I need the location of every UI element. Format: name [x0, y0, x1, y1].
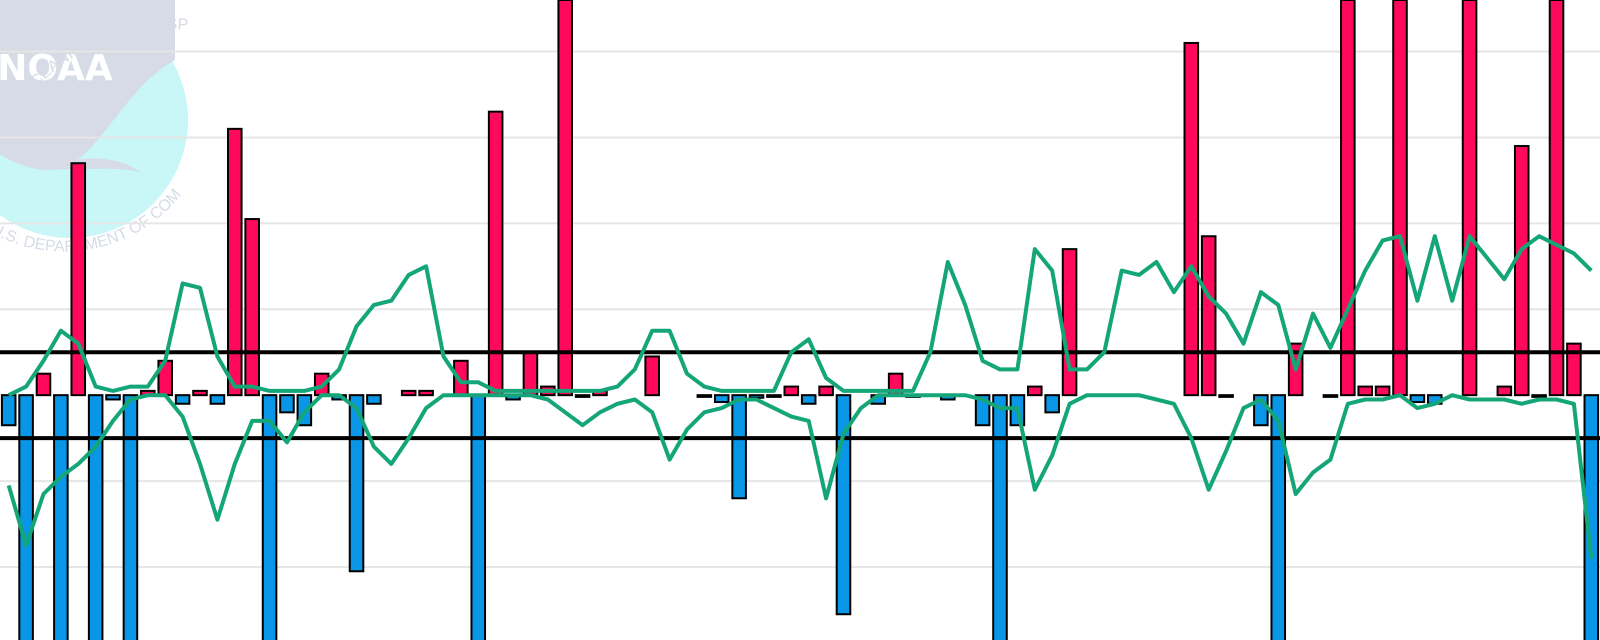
bar-47 [800, 394, 817, 405]
negative-smoothed-line [6, 393, 1594, 559]
bar-88 [1513, 145, 1530, 397]
bar-45 [766, 394, 782, 398]
bar-25 [418, 389, 434, 397]
bar-74 [1270, 394, 1287, 640]
logo-bird-shape [0, 0, 175, 170]
bar-79 [1357, 385, 1374, 397]
bar-61 [1044, 394, 1060, 414]
bar-62 [1061, 248, 1078, 397]
bar-31 [522, 351, 539, 397]
bar-14 [227, 127, 243, 397]
bar-1 [0, 394, 17, 427]
bar-90 [1548, 0, 1565, 397]
bar-16 [261, 394, 278, 640]
bar-69 [1183, 41, 1200, 397]
threshold-lines [0, 350, 1600, 441]
bar-85 [1461, 0, 1478, 397]
bar-34 [574, 394, 591, 398]
bar-71 [1218, 394, 1234, 398]
bar-89 [1531, 394, 1547, 398]
bar-87 [1496, 385, 1513, 397]
bar-6 [87, 394, 104, 640]
bar-11 [174, 394, 191, 405]
bar-44 [748, 394, 765, 399]
bar-12 [192, 389, 208, 397]
bar-43 [731, 394, 747, 500]
bar-8 [122, 394, 139, 640]
bar-33 [557, 0, 573, 397]
bar-3 [35, 372, 52, 397]
bar-17 [279, 394, 295, 414]
noaa-logo-watermark: NOAA NATIONAL OCEANIC AND ATMOSPHERIC AD… [0, 0, 189, 256]
bar-48 [818, 385, 834, 397]
bar-77 [1322, 394, 1339, 398]
bar-91 [1566, 342, 1582, 397]
bar-13 [209, 394, 226, 405]
bar-22 [366, 394, 382, 405]
bar-5 [70, 162, 87, 397]
smoothed-lines [6, 234, 1594, 559]
bar-80 [1374, 385, 1391, 397]
bar-58 [992, 394, 1008, 640]
positive-smoothed-line [7, 234, 1593, 397]
bar-82 [1409, 394, 1426, 404]
bar-41 [696, 394, 713, 398]
bar-78 [1340, 0, 1356, 397]
bar-2 [18, 394, 34, 640]
logo-text: NOAA [0, 48, 113, 89]
bar-7 [105, 394, 121, 401]
bar-24 [400, 389, 417, 397]
bar-4 [53, 394, 69, 640]
bar-42 [713, 394, 730, 404]
bar-92 [1583, 394, 1600, 640]
bar-60 [1027, 385, 1043, 397]
bar-28 [470, 394, 487, 640]
bar-38 [644, 355, 660, 397]
bar-46 [783, 385, 800, 397]
bar-81 [1392, 0, 1408, 397]
bar-15 [244, 218, 260, 397]
bar-70 [1200, 235, 1217, 397]
